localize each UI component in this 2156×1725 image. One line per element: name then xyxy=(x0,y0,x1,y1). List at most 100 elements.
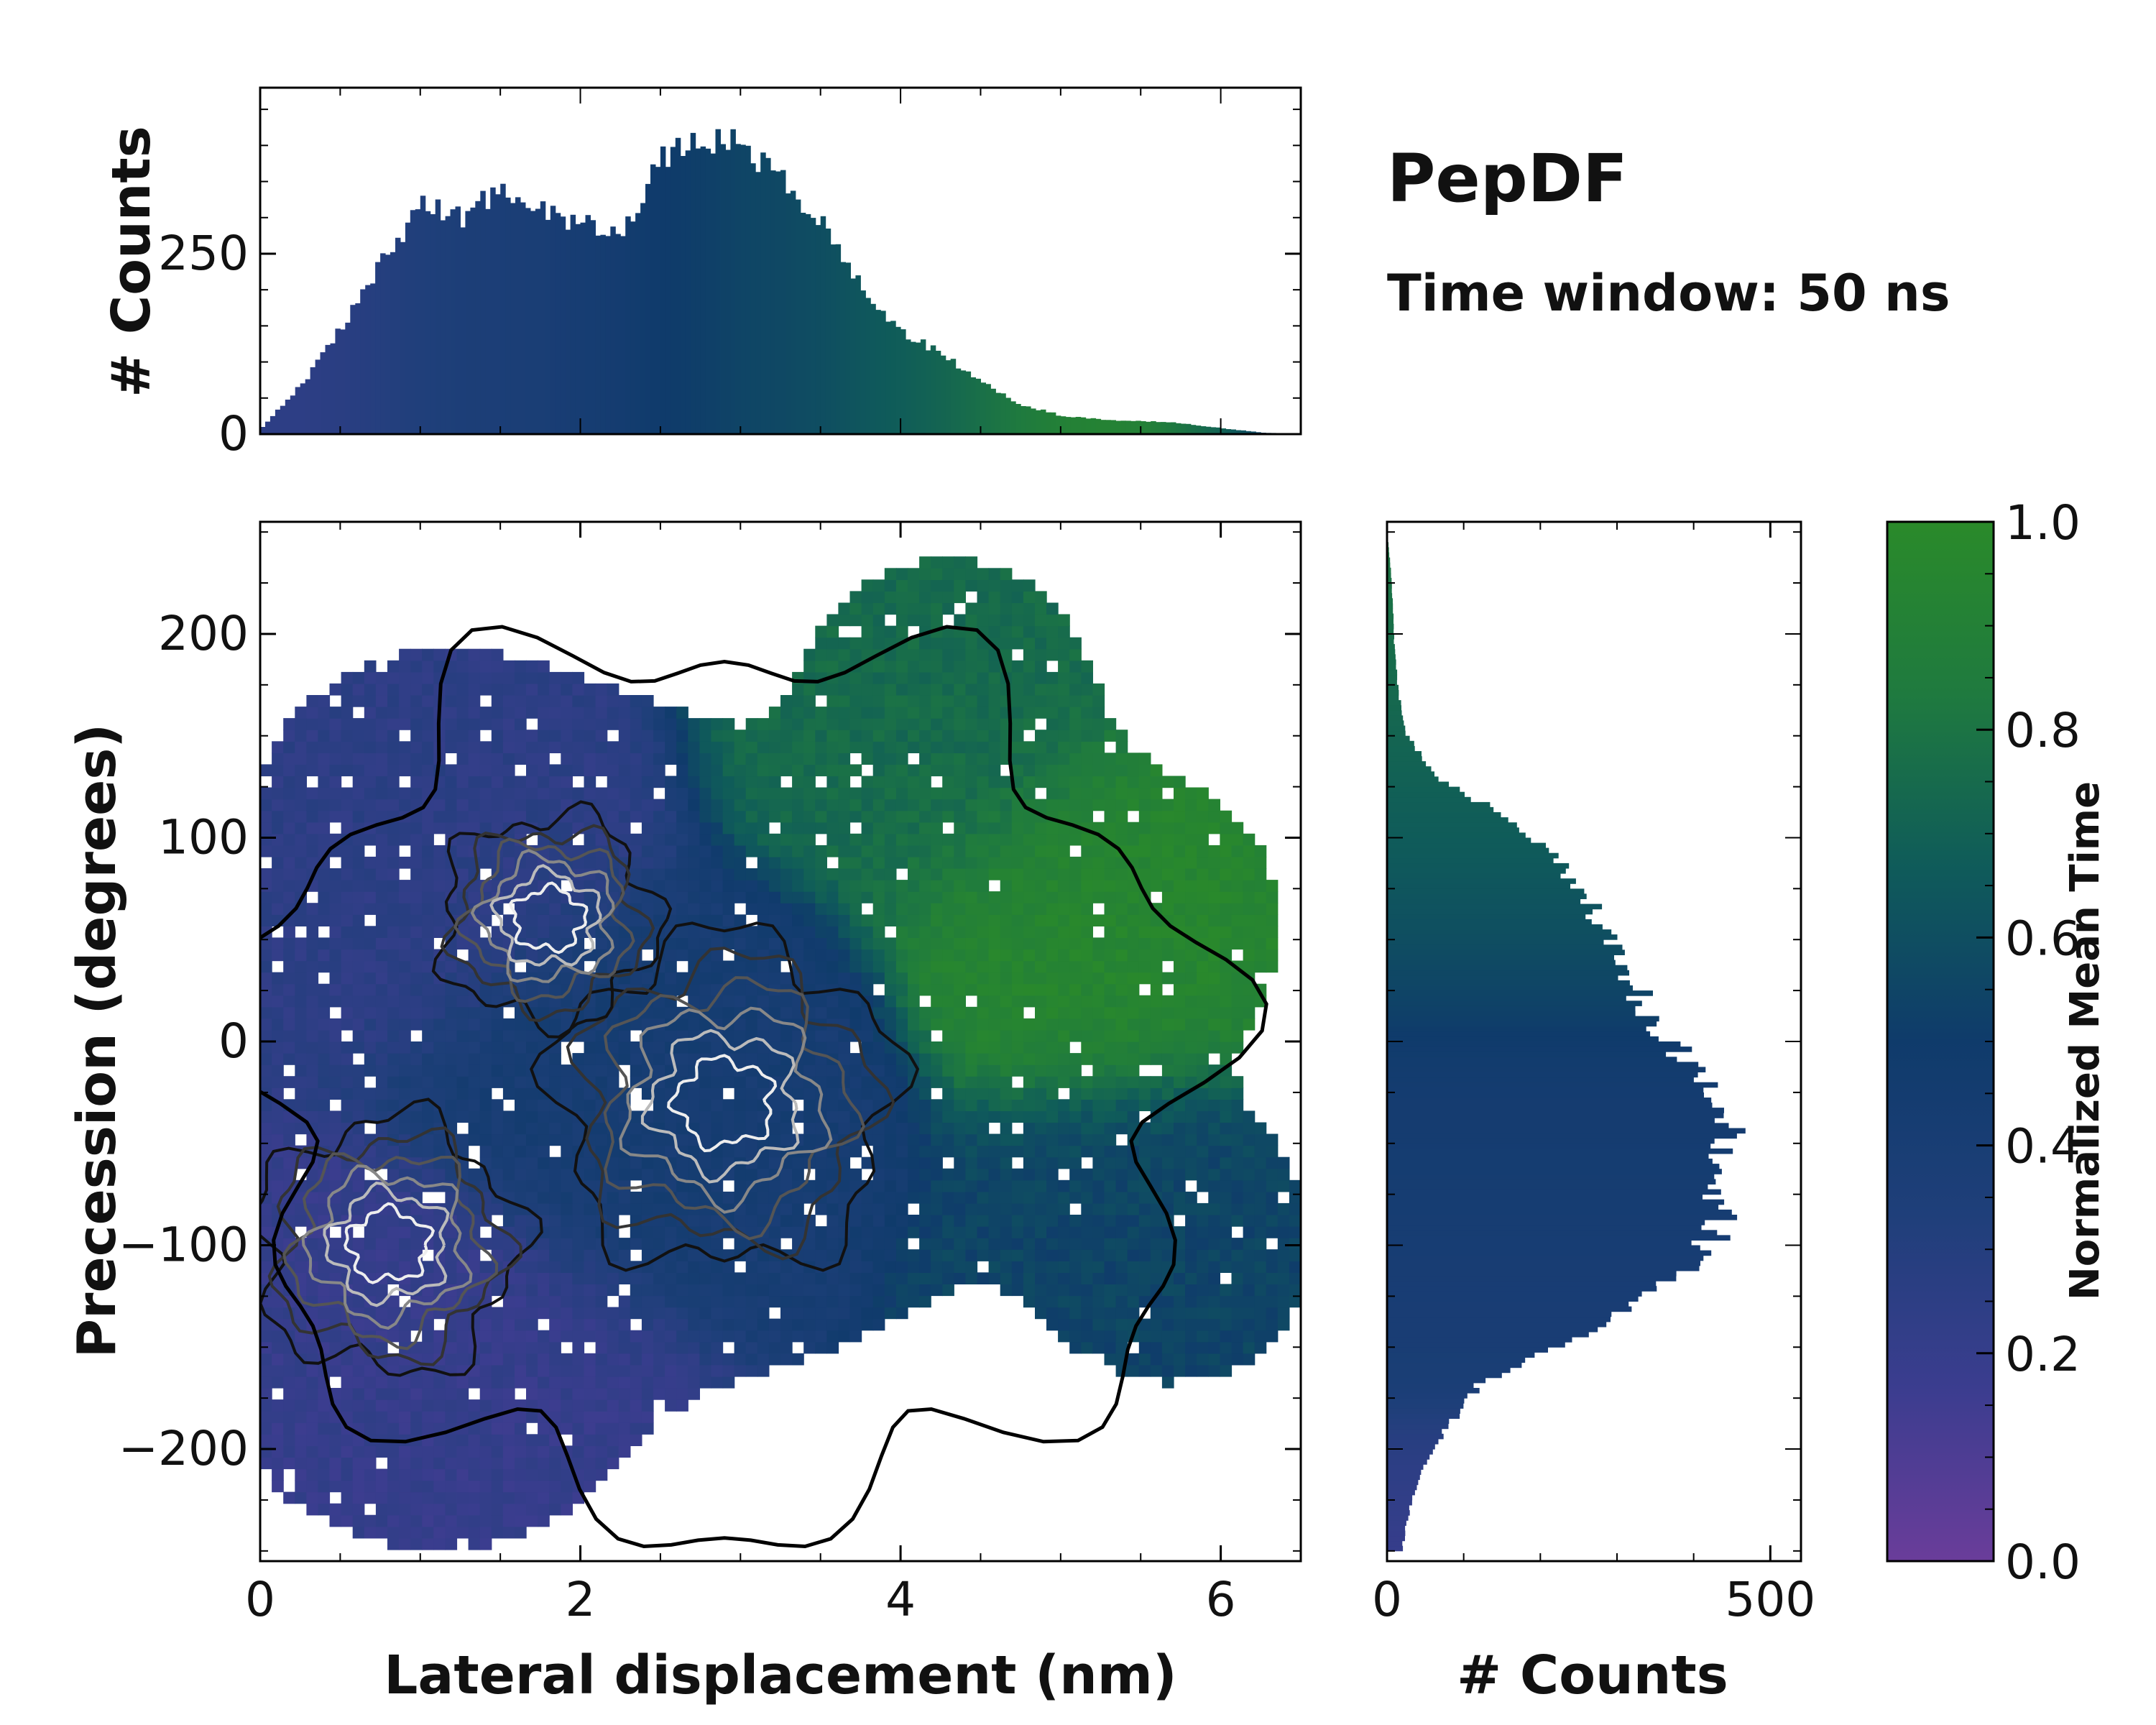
heatmap-cell xyxy=(283,753,295,765)
heatmap-cell xyxy=(526,1261,538,1273)
heatmap-cell xyxy=(1104,1341,1117,1354)
heatmap-cell xyxy=(826,1179,839,1192)
heatmap-cell xyxy=(549,914,561,926)
heatmap-cell xyxy=(445,1399,458,1412)
heatmap-cell xyxy=(491,1064,504,1077)
heatmap-cell xyxy=(607,1041,619,1054)
heatmap-cell xyxy=(653,776,665,788)
heatmap-cell xyxy=(1127,845,1140,857)
heatmap-cell xyxy=(711,1341,724,1354)
heatmap-cell xyxy=(826,1099,839,1111)
heatmap-cell xyxy=(942,1249,954,1261)
heatmap-cell xyxy=(364,787,377,800)
heatmap-cell xyxy=(895,718,908,730)
heatmap-cell xyxy=(792,707,804,719)
heatmap-cell xyxy=(410,926,423,938)
heatmap-cell xyxy=(1092,787,1105,800)
heatmap-cell xyxy=(502,1179,515,1192)
heatmap-cell xyxy=(1138,1318,1151,1331)
heatmap-cell xyxy=(641,856,654,869)
heatmap-cell xyxy=(838,1226,851,1238)
heatmap-cell xyxy=(711,776,724,788)
heatmap-cell xyxy=(445,810,458,823)
heatmap-cell xyxy=(977,1168,990,1181)
heatmap-cell xyxy=(387,753,400,765)
heatmap-cell xyxy=(410,833,423,846)
heatmap-cell xyxy=(445,1537,458,1550)
heatmap-cell xyxy=(768,1318,781,1331)
heatmap-cell xyxy=(780,903,793,915)
heatmap-cell xyxy=(931,1284,943,1297)
heatmap-cell xyxy=(1046,799,1059,811)
heatmap-cell xyxy=(352,1411,365,1423)
heatmap-cell xyxy=(757,856,770,869)
heatmap-cell xyxy=(734,1353,747,1366)
heatmap-cell xyxy=(895,1249,908,1261)
heatmap-cell xyxy=(584,1029,596,1042)
heatmap-cell xyxy=(872,579,885,592)
heatmap-cell xyxy=(584,1330,596,1343)
heatmap-cell xyxy=(919,1261,931,1273)
heatmap-cell xyxy=(838,1145,851,1158)
heatmap-cell xyxy=(872,1156,885,1169)
heatmap-cell xyxy=(572,891,585,903)
heatmap-cell xyxy=(607,1411,619,1423)
heatmap-cell xyxy=(734,960,747,973)
heatmap-cell xyxy=(734,1053,747,1065)
heatmap-cell xyxy=(341,972,354,985)
heatmap-cell xyxy=(410,868,423,880)
heatmap-cell xyxy=(977,614,990,627)
heatmap-cell xyxy=(364,1399,377,1412)
heatmap-cell xyxy=(895,787,908,800)
heatmap-cell xyxy=(399,1399,411,1412)
heatmap-cell xyxy=(607,1226,619,1238)
heatmap-cell xyxy=(399,695,411,707)
heatmap-cell xyxy=(711,914,724,926)
heatmap-cell xyxy=(803,1122,816,1135)
heatmap-cell xyxy=(595,1376,608,1389)
heatmap-cell xyxy=(538,1341,550,1354)
heatmap-cell xyxy=(722,1295,735,1308)
heatmap-cell xyxy=(641,1388,654,1400)
heatmap-cell xyxy=(641,1364,654,1377)
heatmap-cell xyxy=(653,868,665,880)
heatmap-cell xyxy=(607,1029,619,1042)
heatmap-cell xyxy=(410,660,423,673)
heatmap-cell xyxy=(711,1064,724,1077)
heatmap-cell xyxy=(584,718,596,730)
heatmap-cell xyxy=(792,1226,804,1238)
heatmap-cell xyxy=(1000,1179,1013,1192)
heatmap-cell xyxy=(433,1491,446,1504)
heatmap-cell xyxy=(931,1041,943,1054)
heatmap-cell xyxy=(711,845,724,857)
heatmap-cell xyxy=(283,868,295,880)
heatmap-cell xyxy=(422,1388,434,1400)
heatmap-cell xyxy=(803,1191,816,1204)
heatmap-cell xyxy=(919,776,931,788)
heatmap-cell xyxy=(1046,1202,1059,1215)
heatmap-cell xyxy=(1035,660,1047,673)
heatmap-cell xyxy=(1150,856,1163,869)
heatmap-cell xyxy=(745,730,758,742)
heatmap-cell xyxy=(884,1202,897,1215)
heatmap-cell xyxy=(364,960,377,973)
heatmap-cell xyxy=(768,1133,781,1146)
heatmap-cell xyxy=(445,822,458,834)
heatmap-cell xyxy=(919,707,931,719)
heatmap-cell xyxy=(364,903,377,915)
heatmap-cell xyxy=(1161,1330,1174,1343)
heatmap-cell xyxy=(688,810,700,823)
heatmap-cell xyxy=(954,880,966,892)
heatmap-cell xyxy=(1011,718,1024,730)
heatmap-cell xyxy=(908,1145,920,1158)
heatmap-cell xyxy=(352,949,365,962)
heatmap-cell xyxy=(908,648,920,661)
heatmap-cell xyxy=(561,1133,573,1146)
heatmap-cell xyxy=(549,1411,561,1423)
heatmap-cell xyxy=(849,683,862,696)
heatmap-cell xyxy=(318,1330,331,1343)
heatmap-cell xyxy=(479,1006,492,1019)
heatmap-cell xyxy=(965,671,978,684)
heatmap-cell xyxy=(283,787,295,800)
heatmap-cell xyxy=(826,625,839,638)
